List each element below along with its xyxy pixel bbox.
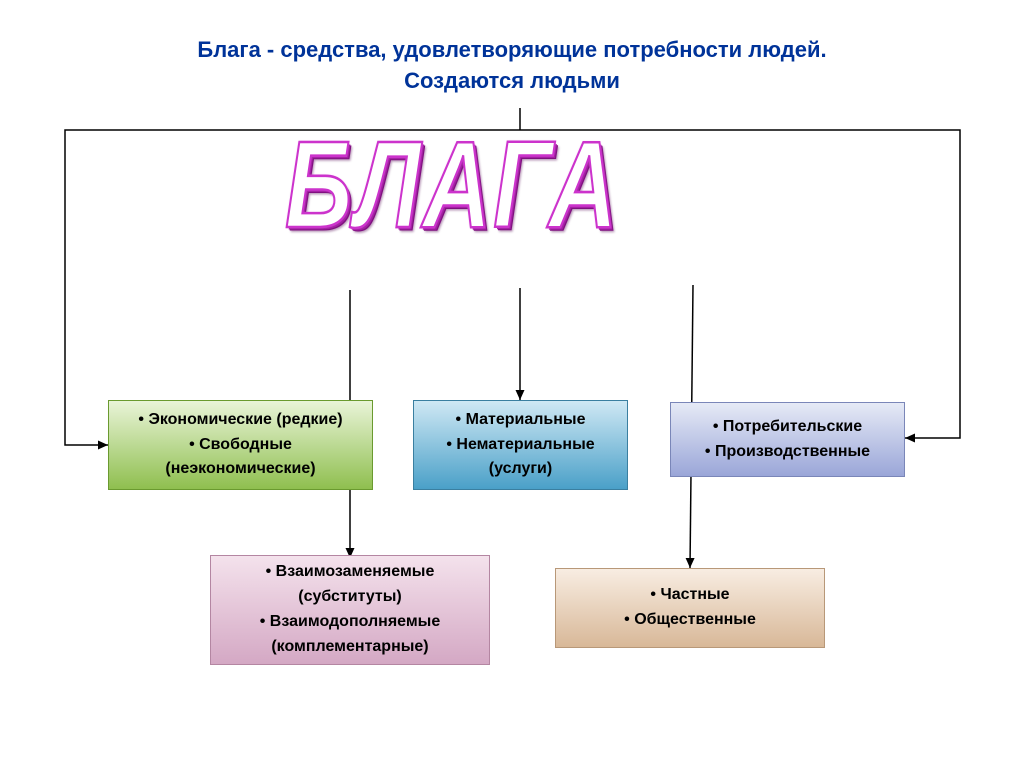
node-private: • Частные• Общественные: [555, 568, 825, 648]
node-economic-line-2: (неэкономические): [165, 457, 315, 482]
node-material: • Материальные• Нематериальные(услуги): [413, 400, 628, 490]
arrow-head-3: [516, 390, 525, 400]
node-substitutes-line-0: • Взаимозаменяемые: [266, 560, 435, 585]
node-substitutes-line-3: (комплементарные): [271, 635, 428, 660]
node-consumer: • Потребительские• Производственные: [670, 402, 905, 477]
node-consumer-line-1: • Производственные: [705, 440, 870, 465]
arrow-head-5: [686, 558, 695, 568]
node-economic: • Экономические (редкие)• Свободные(неэк…: [108, 400, 373, 490]
node-substitutes-line-2: • Взаимодополняемые: [260, 610, 440, 635]
node-private-line-0: • Частные: [650, 583, 729, 608]
page-title: Блага - средства, удовлетворяющие потреб…: [0, 0, 1024, 97]
node-private-line-1: • Общественные: [624, 608, 756, 633]
title-line-2: Создаются людьми: [404, 68, 620, 93]
node-material-line-1: • Нематериальные: [446, 433, 594, 458]
node-material-line-0: • Материальные: [456, 408, 586, 433]
node-economic-line-1: • Свободные: [189, 433, 292, 458]
wordart-blaga: БЛАГА: [285, 115, 619, 257]
title-line-1: Блага - средства, удовлетворяющие потреб…: [197, 37, 826, 62]
node-economic-line-0: • Экономические (редкие): [138, 408, 342, 433]
node-material-line-2: (услуги): [489, 457, 552, 482]
arrow-head-1: [98, 441, 108, 450]
arrow-head-2: [905, 434, 915, 443]
node-substitutes-line-1: (субституты): [298, 585, 402, 610]
node-substitutes: • Взаимозаменяемые(субституты)• Взаимодо…: [210, 555, 490, 665]
node-consumer-line-0: • Потребительские: [713, 415, 862, 440]
